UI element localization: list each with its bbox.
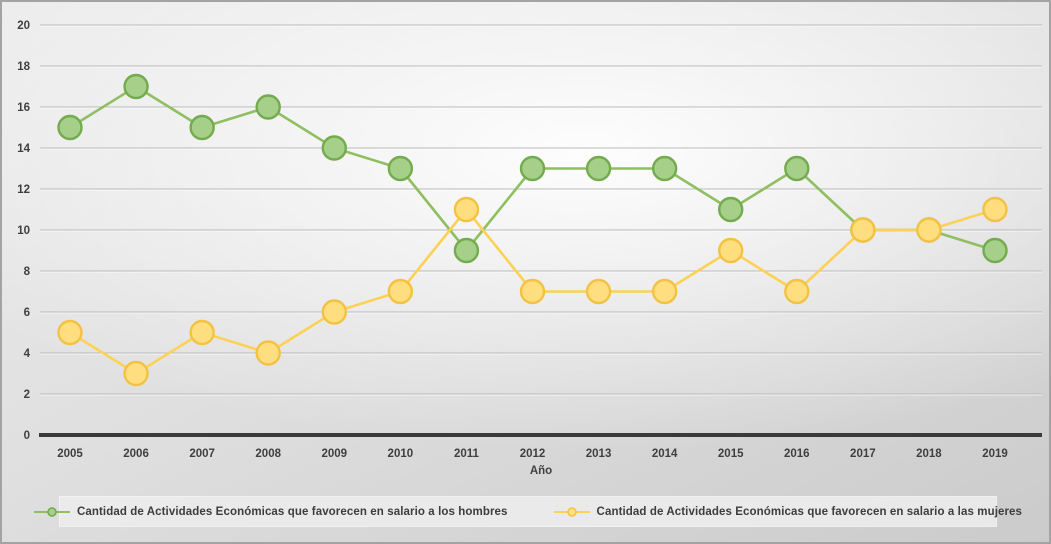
y-tick-label: 4 — [24, 348, 31, 360]
data-point — [453, 237, 480, 264]
y-tick-label: 0 — [24, 430, 30, 442]
data-point — [519, 155, 546, 182]
x-tick-label: 2014 — [652, 448, 678, 460]
legend-label-hombres: Cantidad de Actividades Económicas que f… — [76, 505, 508, 518]
y-tick-label: 16 — [17, 102, 30, 114]
data-point — [321, 299, 347, 325]
y-tick-label: 6 — [24, 307, 30, 319]
data-point — [718, 196, 744, 223]
data-point — [189, 319, 215, 346]
data-point — [57, 319, 83, 346]
data-point — [189, 114, 215, 141]
data-point — [255, 340, 281, 366]
x-tick-label: 2012 — [520, 448, 546, 460]
legend-marker-circle — [47, 506, 57, 517]
data-point — [255, 94, 281, 120]
x-tick-label: 2017 — [850, 448, 876, 460]
data-point — [123, 73, 149, 100]
legend-label-mujeres: Cantidad de Actividades Económicas que f… — [596, 505, 1023, 518]
data-point — [784, 278, 810, 305]
x-tick-label: 2007 — [189, 448, 215, 460]
legend-item-hombres: Cantidad de Actividades Económicas que f… — [33, 505, 508, 518]
data-point — [387, 278, 414, 305]
data-point — [123, 360, 149, 387]
x-tick-label: 2008 — [255, 448, 281, 460]
data-point — [321, 135, 347, 161]
data-point — [57, 114, 83, 141]
y-tick-label: 12 — [17, 184, 30, 196]
y-tick-label: 8 — [24, 266, 31, 278]
x-tick-label: 2006 — [123, 448, 149, 460]
y-tick-label: 2 — [24, 389, 30, 401]
data-point — [784, 155, 810, 182]
data-point — [982, 237, 1008, 264]
x-tick-label: 2013 — [586, 448, 612, 460]
data-point — [387, 155, 414, 182]
y-tick-label: 18 — [17, 61, 30, 73]
x-tick-label: 2019 — [982, 448, 1008, 460]
data-point — [651, 155, 678, 182]
legend: Cantidad de Actividades Económicas que f… — [33, 496, 1022, 527]
x-tick-label: 2010 — [388, 448, 414, 460]
y-tick-label: 10 — [17, 225, 30, 237]
data-point — [585, 278, 612, 305]
data-point — [651, 278, 678, 305]
x-tick-label: 2011 — [454, 448, 480, 460]
data-point — [453, 196, 480, 223]
legend-marker-circle — [566, 506, 577, 517]
x-tick-label: 2018 — [916, 448, 942, 460]
legend-line-marker-hombres-icon — [33, 506, 70, 517]
data-point — [916, 217, 942, 243]
y-tick-label: 20 — [17, 20, 30, 32]
x-tick-label: 2005 — [57, 448, 83, 460]
x-tick-label: 2009 — [321, 448, 347, 460]
legend-line-marker-mujeres-icon — [553, 506, 590, 517]
data-point — [519, 278, 546, 305]
x-axis-title: Año — [530, 465, 552, 477]
data-point — [850, 217, 876, 243]
data-point — [718, 237, 744, 264]
y-tick-label: 14 — [17, 143, 30, 155]
x-tick-label: 2015 — [718, 448, 744, 460]
data-point — [585, 155, 612, 182]
data-point — [982, 196, 1008, 223]
x-tick-label: 2016 — [784, 448, 810, 460]
legend-item-mujeres: Cantidad de Actividades Económicas que f… — [553, 505, 1023, 518]
